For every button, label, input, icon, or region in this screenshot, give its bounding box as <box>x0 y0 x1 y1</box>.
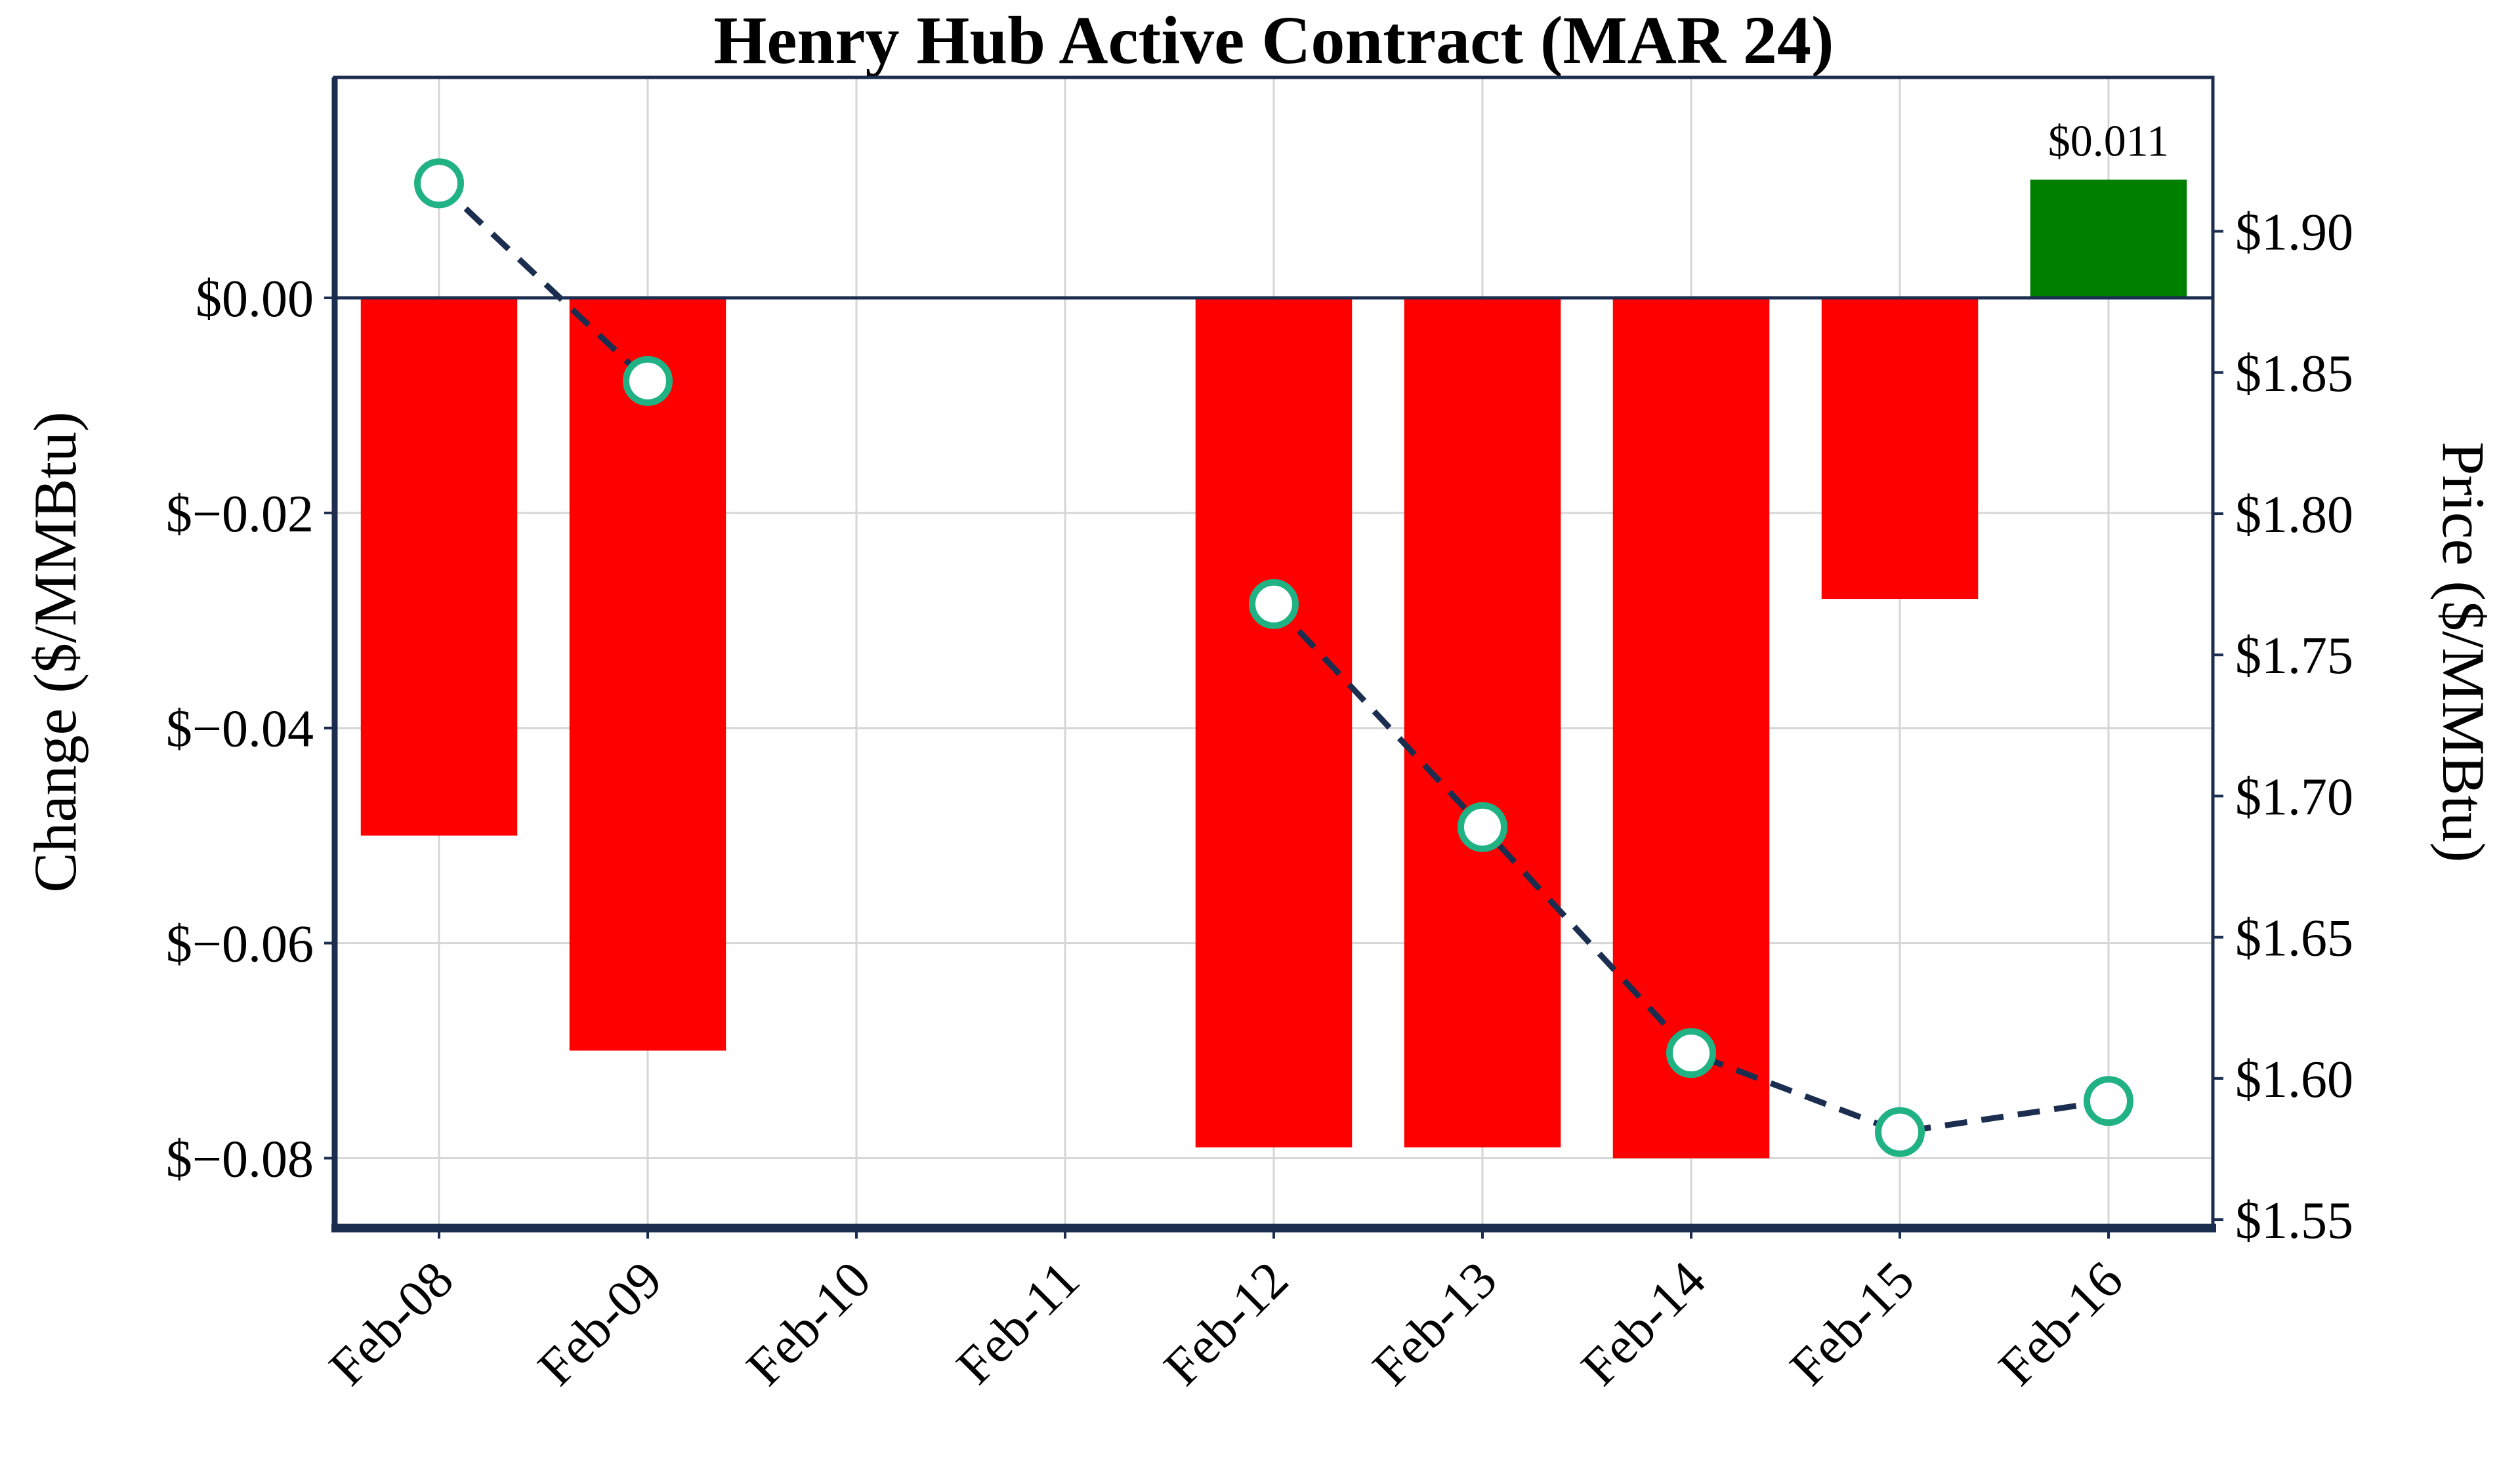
x-tick-label-group: Feb-12 <box>1153 1251 1299 1397</box>
price-marker <box>1458 802 1507 852</box>
change-bar <box>569 298 726 1051</box>
price-marker <box>623 356 673 406</box>
price-marker <box>2084 1076 2133 1126</box>
x-tick-label-group: Feb-10 <box>736 1251 881 1397</box>
x-tick-label-group: Feb-13 <box>1362 1251 1507 1397</box>
x-tick-label: Feb-16 <box>1988 1251 2133 1397</box>
right-tick-label: $1.70 <box>2235 768 2353 826</box>
price-marker <box>1666 1028 1716 1079</box>
x-tick-label: Feb-11 <box>946 1251 1090 1395</box>
change-bar <box>2030 179 2187 298</box>
price-line <box>1271 602 2109 1136</box>
left-tick-label: $−0.08 <box>166 1130 314 1188</box>
x-tick-label-group: Feb-16 <box>1988 1251 2133 1397</box>
chart-title: Henry Hub Active Contract (MAR 24) <box>713 3 1834 78</box>
change-bar <box>1612 298 1770 1159</box>
right-tick-label: $1.60 <box>2235 1051 2353 1109</box>
x-tick-label: Feb-08 <box>318 1251 464 1397</box>
right-tick-label: $1.85 <box>2235 345 2353 403</box>
x-tick-label: Feb-15 <box>1779 1251 1925 1397</box>
right-tick-label: $1.55 <box>2235 1192 2353 1250</box>
x-tick-label: Feb-14 <box>1570 1251 1716 1397</box>
change-bar <box>360 298 518 836</box>
change-bar <box>1195 298 1353 1148</box>
bar-value-annotation: $0.011 <box>2048 116 2169 166</box>
x-tick-label-group: Feb-15 <box>1779 1251 1925 1397</box>
x-tick-label: Feb-12 <box>1153 1251 1299 1397</box>
price-marker <box>1875 1107 1925 1157</box>
x-tick-label-group: Feb-09 <box>527 1251 673 1397</box>
price-marker <box>414 158 464 209</box>
right-tick-label: $1.75 <box>2235 627 2353 685</box>
x-tick-label: Feb-13 <box>1362 1251 1507 1397</box>
right-tick-label: $1.65 <box>2235 910 2353 968</box>
change-bar <box>1404 298 1561 1148</box>
left-tick-label: $0.00 <box>196 270 314 328</box>
change-bar <box>1821 298 1979 600</box>
x-tick-label-group: Feb-14 <box>1570 1251 1716 1397</box>
x-tick-label-group: Feb-11 <box>946 1251 1090 1395</box>
x-tick-label: Feb-09 <box>527 1251 673 1397</box>
left-tick-label: $−0.06 <box>166 916 314 974</box>
right-tick-label: $1.80 <box>2235 486 2353 544</box>
x-tick-label-group: Feb-08 <box>318 1251 464 1397</box>
left-tick-label: $−0.04 <box>166 701 314 758</box>
right-tick-label: $1.90 <box>2235 204 2353 262</box>
x-tick-label: Feb-10 <box>736 1251 881 1397</box>
price-line <box>436 181 650 383</box>
left-tick-label: $−0.02 <box>166 485 314 543</box>
price-marker <box>1249 579 1299 629</box>
